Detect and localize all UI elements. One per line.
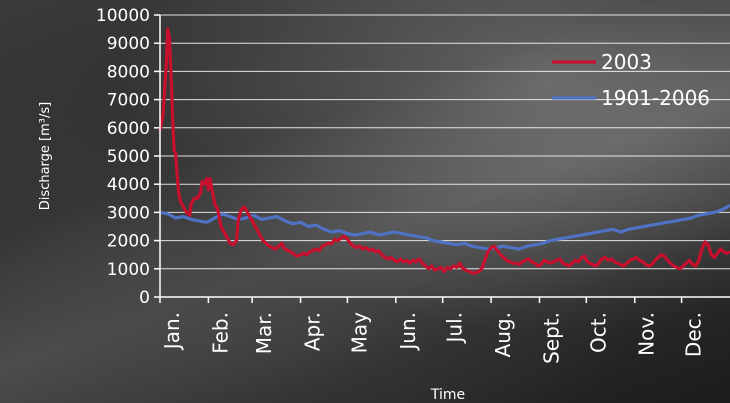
series-line-1901-2006 <box>159 203 730 251</box>
month-label: Feb. <box>208 312 232 354</box>
month-label: Apr. <box>301 312 325 351</box>
legend: 2003 1901-2006 <box>552 50 710 110</box>
month-label: Mar. <box>252 312 276 354</box>
month-label: Aug. <box>491 312 515 357</box>
y-tick-label-0: 0 <box>139 288 150 308</box>
x-axis-ticks: Jan. Feb. Mar. Apr. May Jun. Jul. Aug. Sept. Oct.… <box>159 297 706 364</box>
y-tick-label-10000: 10000 <box>96 6 150 26</box>
gridlines <box>160 14 730 270</box>
y-tick-label-8000: 8000 <box>107 62 150 82</box>
month-label: Jan. <box>160 312 184 351</box>
legend-label-2003: 2003 <box>601 50 652 74</box>
y-tick-label-5000: 5000 <box>107 147 150 167</box>
y-tick-label-4000: 4000 <box>107 175 150 195</box>
month-label: Nov. <box>635 312 659 356</box>
y-tick-label-6000: 6000 <box>107 119 150 139</box>
y-axis-label: Discharge [m³/s] <box>38 102 53 210</box>
y-tick-label-3000: 3000 <box>107 203 150 223</box>
y-tick-label-2000: 2000 <box>107 232 150 252</box>
y-axis-ticks: 0 1000 2000 3000 4000 5000 6000 7000 8000 9000 100… <box>96 6 160 308</box>
series-line-2003 <box>158 27 730 275</box>
month-label: May <box>347 312 371 354</box>
y-tick-label-9000: 9000 <box>107 34 150 54</box>
legend-label-1901-2006: 1901-2006 <box>601 86 710 110</box>
month-label: Sept. <box>539 312 563 364</box>
month-label: Jun. <box>396 312 420 352</box>
month-label: Oct. <box>586 312 610 353</box>
y-tick-label-7000: 7000 <box>107 91 150 111</box>
y-tick-label-1000: 1000 <box>107 260 150 280</box>
month-label: Dec. <box>682 312 706 357</box>
x-axis-label: Time <box>430 387 465 403</box>
month-label: Jul. <box>443 312 467 345</box>
series-lines <box>158 27 730 275</box>
